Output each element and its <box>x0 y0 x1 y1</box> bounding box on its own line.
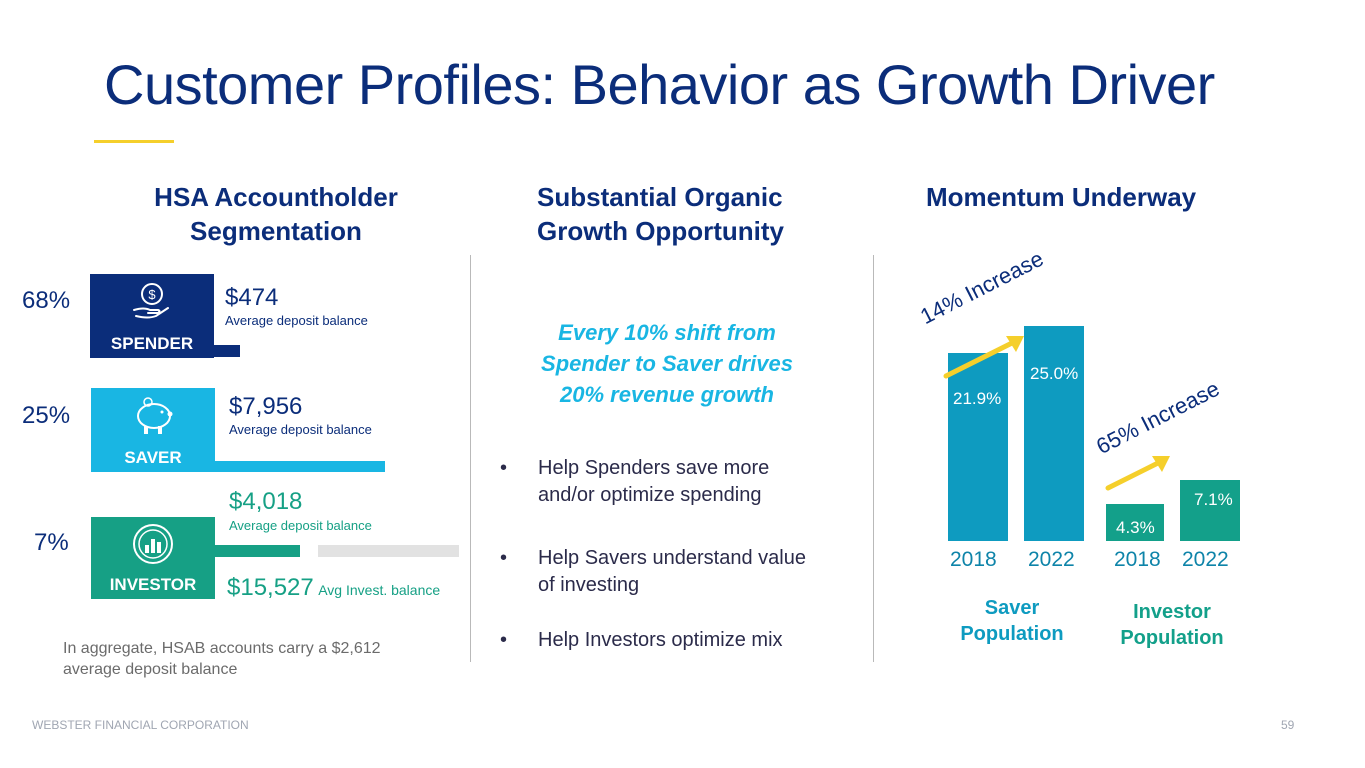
middle-column-heading: Substantial Organic Growth Opportunity <box>537 180 784 248</box>
bullet-text: Help Spenders save more and/or optimize … <box>538 455 769 509</box>
bullet-dot: • <box>500 457 508 479</box>
callout-line2: Spender to Saver drives <box>541 351 793 376</box>
hand-dollar-icon: $ <box>90 280 214 325</box>
x-tick-label: 2022 <box>1182 548 1229 571</box>
bullet-line: Help Spenders save more <box>538 457 770 479</box>
svg-text:$: $ <box>148 287 156 302</box>
bullet-text: Help Investors optimize mix <box>538 627 783 654</box>
column-divider-right <box>873 255 874 662</box>
saver-2018-bar: 21.9% <box>948 352 1008 541</box>
spender-balance-bar <box>214 345 240 357</box>
x-tick-label: 2018 <box>1114 548 1161 571</box>
investor-invest-balance: $15,527 Avg Invest. balance <box>227 574 440 602</box>
left-heading-line1: HSA Accountholder <box>154 182 398 212</box>
investor-amount: $4,018 <box>229 488 303 515</box>
investor-2018-bar: 4.3% <box>1106 504 1164 541</box>
saver-population-label: Saver Population <box>952 595 1072 647</box>
callout-line1: Every 10% shift from <box>558 320 776 345</box>
saver-2018-value: 21.9% <box>953 388 1002 408</box>
investor-population-label: Investor Population <box>1112 599 1232 651</box>
investor-invest-bar <box>318 545 459 557</box>
investment-chart-icon <box>91 521 215 572</box>
bullet-item: • Help Investors optimize mix <box>500 627 850 655</box>
aggregate-note-line2: average deposit balance <box>63 661 238 678</box>
left-heading-line2: Segmentation <box>190 216 362 246</box>
footer-company: WEBSTER FINANCIAL CORPORATION <box>32 718 249 732</box>
bullet-line: and/or optimize spending <box>538 484 762 506</box>
saver-amount-label: Average deposit balance <box>229 422 372 437</box>
saver-increase-arrow-icon <box>943 336 1024 379</box>
bullet-item: • Help Savers understand value of invest… <box>500 545 850 601</box>
investor-amount-label: Average deposit balance <box>229 518 372 533</box>
investor-2022-bar: 7.1% <box>1180 479 1240 541</box>
growth-callout: Every 10% shift from Spender to Saver dr… <box>512 317 822 410</box>
saver-increase-label: 14% Increase <box>916 245 1048 330</box>
saver-label: SAVER <box>124 448 182 467</box>
investor-population-line1: Investor <box>1133 601 1211 623</box>
right-column-heading: Momentum Underway <box>926 182 1197 212</box>
investor-2018-value: 4.3% <box>1116 518 1155 538</box>
x-tick-label: 2022 <box>1028 548 1075 571</box>
investor-invest-amount: $15,527 <box>227 574 314 601</box>
investor-increase-arrow-icon <box>1105 456 1170 491</box>
saver-amount: $7,956 <box>229 393 303 420</box>
bullet-line: Help Savers understand value <box>538 547 806 569</box>
momentum-chart: 21.9% 25.0% 4.3% 7.1% 2018 2022 2018 202… <box>880 246 1280 670</box>
saver-population-line2: Population <box>960 623 1064 645</box>
spender-label: SPENDER <box>110 334 194 353</box>
investor-population-line2: Population <box>1120 627 1224 649</box>
aggregate-note-line1: In aggregate, HSAB accounts carry a $2,6… <box>63 640 381 657</box>
spender-share: 68% <box>22 287 71 314</box>
investor-deposit-bar <box>214 545 300 557</box>
saver-share: 25% <box>22 402 71 429</box>
saver-2022-bar: 25.0% <box>1024 326 1084 541</box>
bullet-text: Help Savers understand value of investin… <box>538 545 806 599</box>
column-divider-left <box>470 255 471 662</box>
bullet-dot: • <box>500 547 508 569</box>
investor-share: 7% <box>34 529 69 556</box>
investor-box: INVESTOR <box>91 517 215 599</box>
middle-heading-line1: Substantial Organic <box>537 182 783 212</box>
left-column-heading: HSA Accountholder Segmentation <box>120 180 432 248</box>
callout-line3: 20% revenue growth <box>560 382 774 407</box>
saver-2022-value: 25.0% <box>1030 364 1079 383</box>
bullet-item: • Help Spenders save more and/or optimiz… <box>500 455 850 511</box>
page-title: Customer Profiles: Behavior as Growth Dr… <box>104 53 1215 116</box>
title-underline <box>94 140 174 143</box>
middle-heading-line2: Growth Opportunity <box>537 216 784 246</box>
spender-amount: $474 <box>225 284 279 311</box>
saver-population-line1: Saver <box>984 597 1040 619</box>
aggregate-note: In aggregate, HSAB accounts carry a $2,6… <box>63 638 381 680</box>
investor-2022-value: 7.1% <box>1194 489 1233 509</box>
bullet-line: of investing <box>538 574 640 596</box>
saver-box: SAVER <box>91 388 215 472</box>
investor-invest-label: Avg Invest. balance <box>318 582 441 598</box>
investor-label: INVESTOR <box>109 575 197 594</box>
bullet-line: Help Investors optimize mix <box>538 629 783 651</box>
spender-amount-label: Average deposit balance <box>225 313 368 328</box>
page-number: 59 <box>1281 718 1295 732</box>
bullet-dot: • <box>500 629 508 651</box>
spender-box: $ SPENDER <box>90 274 214 358</box>
piggy-bank-icon <box>91 394 215 443</box>
x-tick-label: 2018 <box>950 548 997 571</box>
saver-balance-bar <box>214 461 385 472</box>
